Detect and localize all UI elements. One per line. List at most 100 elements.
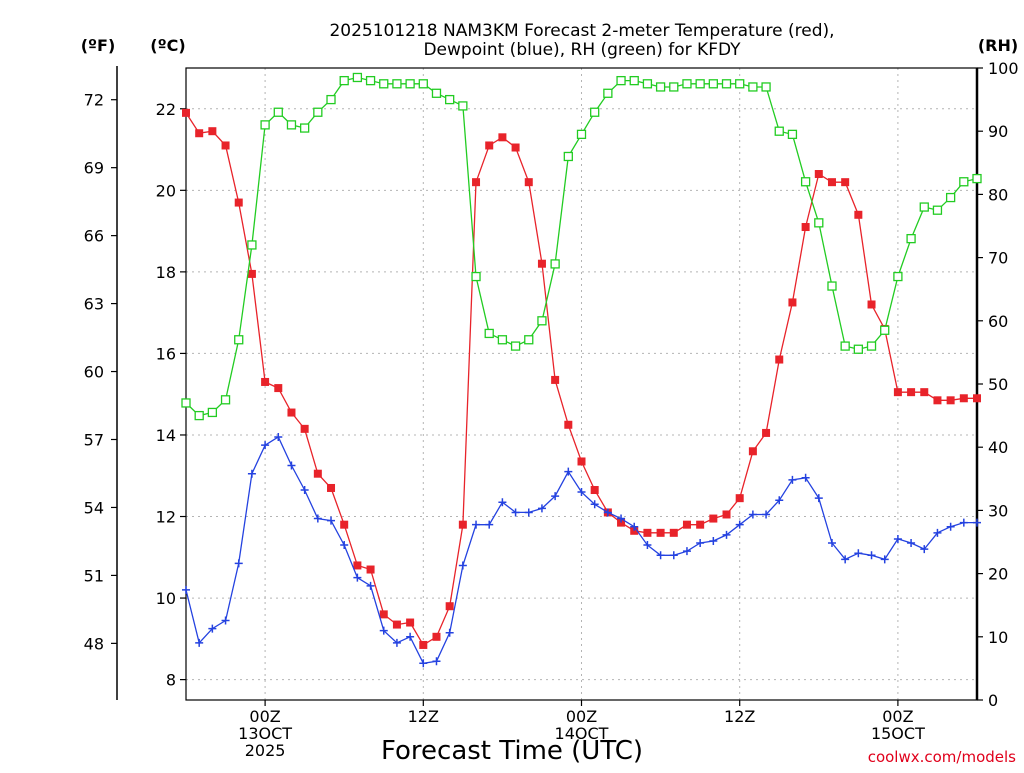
dewpoint-marker — [867, 551, 876, 560]
x-axis-label: Forecast Time (UTC) — [381, 736, 643, 766]
temperature-marker — [274, 384, 283, 393]
temperature-marker — [762, 428, 771, 437]
temperature-marker — [854, 210, 863, 219]
rh-marker — [286, 120, 297, 130]
celsius-tick-label: 16 — [156, 344, 176, 363]
dewpoint-marker — [682, 547, 691, 556]
dewpoint-marker — [617, 514, 626, 523]
rh-marker — [735, 79, 745, 89]
rh-marker — [273, 107, 283, 117]
fahrenheit-tick-label: 54 — [84, 498, 104, 517]
temperature-marker — [353, 561, 362, 570]
fahrenheit-tick-label: 63 — [84, 295, 104, 314]
x-tick-label: 2025 — [245, 741, 286, 760]
temperature-marker — [498, 133, 507, 142]
dewpoint-marker — [801, 473, 810, 482]
dewpoint-marker — [630, 522, 639, 531]
x-tick-label: 12Z — [724, 707, 755, 726]
rh-unit-label: (RH) — [978, 36, 1018, 55]
rh-marker — [260, 120, 270, 130]
rh-marker — [563, 151, 573, 162]
dewpoint-marker — [498, 498, 507, 507]
dewpoint-marker — [445, 628, 454, 637]
temperature-marker — [709, 514, 718, 523]
temperature-marker — [788, 298, 797, 307]
temperature-marker — [340, 520, 349, 529]
rh-marker — [800, 177, 811, 187]
rh-marker — [655, 82, 666, 92]
temperature-marker — [432, 632, 441, 641]
dewpoint-marker — [340, 541, 349, 550]
rh-tick-label: 70 — [988, 249, 1008, 268]
x-tick-label: 15OCT — [871, 724, 925, 743]
temperature-marker — [682, 520, 691, 529]
rh-marker — [590, 107, 600, 117]
dewpoint-marker — [854, 549, 863, 558]
fahrenheit-tick-label: 48 — [84, 634, 104, 653]
temperature-marker — [656, 528, 665, 537]
dewpoint-marker — [208, 624, 217, 633]
rh-marker — [431, 88, 442, 98]
rh-marker — [220, 395, 231, 405]
rh-marker — [550, 259, 560, 269]
fahrenheit-tick-label: 72 — [84, 91, 104, 110]
dewpoint-marker — [392, 638, 401, 647]
rh-marker — [761, 82, 771, 92]
temperature-marker — [458, 520, 467, 529]
dewpoint-marker — [261, 441, 270, 450]
dewpoint-marker — [524, 508, 533, 517]
temperature-marker — [973, 394, 981, 403]
fahrenheit-tick-label: 51 — [84, 566, 104, 585]
temperature-marker — [630, 526, 639, 535]
temperature-marker — [551, 375, 560, 384]
rh-marker — [405, 79, 415, 89]
rh-tick-label: 50 — [988, 375, 1008, 394]
temperature-marker — [392, 620, 401, 629]
temperature-marker — [933, 396, 942, 405]
rh-marker — [576, 129, 587, 140]
dewpoint-marker — [287, 461, 296, 470]
rh-marker — [445, 94, 455, 105]
temperature-marker — [182, 108, 190, 117]
rh-marker — [497, 335, 508, 345]
rh-marker — [972, 173, 982, 184]
temperature-marker — [208, 127, 217, 136]
rh-marker — [603, 88, 613, 98]
rh-tick-label: 0 — [988, 691, 998, 710]
rh-marker — [893, 271, 903, 282]
dewpoint-marker — [577, 488, 586, 497]
rh-marker — [642, 79, 653, 89]
temperature-marker — [300, 424, 309, 433]
celsius-tick-label: 10 — [156, 589, 176, 608]
rh-marker — [471, 271, 481, 282]
temperature-marker — [841, 178, 850, 187]
temperature-marker — [577, 457, 586, 466]
temperature-marker — [287, 408, 296, 417]
fahrenheit-tick-label: 66 — [84, 227, 104, 246]
temperature-marker — [419, 640, 428, 649]
temperature-marker — [748, 447, 757, 456]
temperature-marker — [472, 178, 481, 187]
dewpoint-marker — [893, 534, 902, 543]
rh-marker — [181, 398, 191, 408]
x-tick-label: 13OCT — [238, 724, 292, 743]
temperature-marker — [379, 610, 388, 619]
dewpoint-marker — [590, 500, 599, 509]
rh-marker — [827, 281, 837, 291]
dewpoint-marker — [406, 632, 415, 641]
dewpoint-marker — [973, 518, 981, 527]
temperature-marker — [735, 494, 744, 503]
rh-marker — [379, 79, 389, 89]
dewpoint-marker — [234, 559, 243, 568]
dewpoint-marker — [182, 585, 190, 594]
axes: 8 10 12 14 16 18 20 22 48 51 54 57 60 63 66 69 72 0 10 20 30… — [84, 59, 1019, 760]
dewpoint-marker — [907, 539, 916, 548]
celsius-tick-label: 14 — [156, 426, 176, 445]
temperature-marker — [814, 170, 823, 179]
temperature-marker — [195, 129, 204, 138]
dewpoint-marker — [419, 659, 428, 668]
rh-marker — [866, 341, 877, 351]
